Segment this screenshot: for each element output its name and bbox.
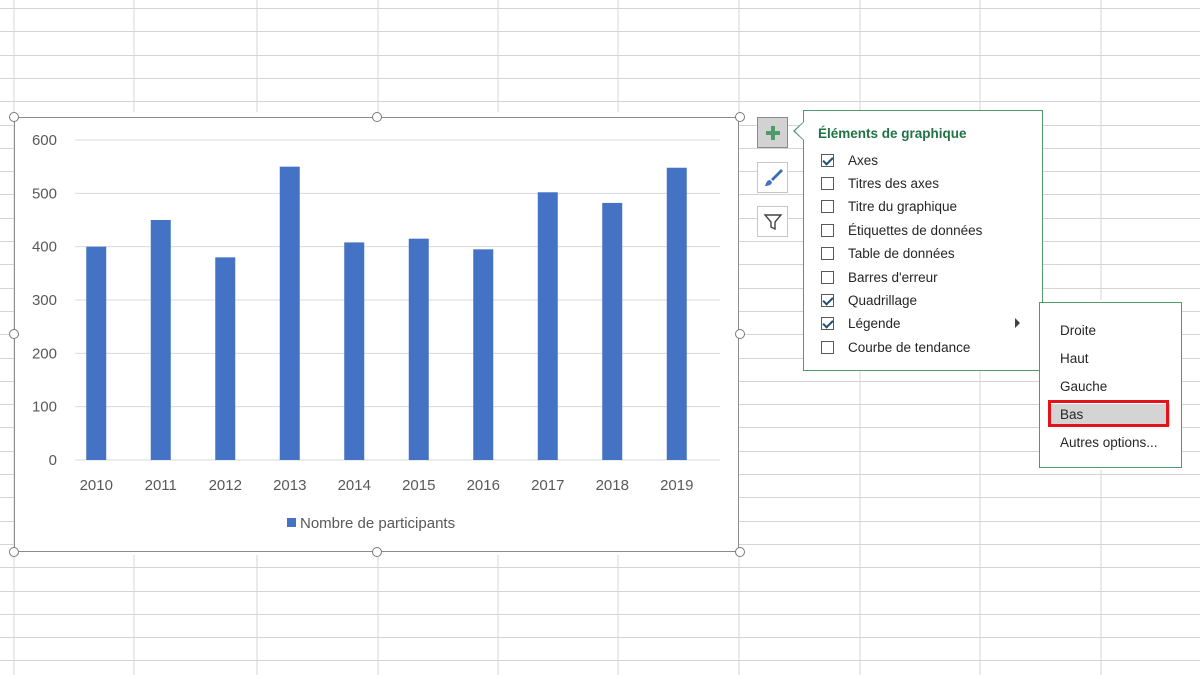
resize-handle-middle-right[interactable] xyxy=(735,329,745,339)
x-tick-label: 2016 xyxy=(467,477,500,494)
chart-element-item[interactable]: Courbe de tendance xyxy=(821,337,970,357)
resize-handle-top-middle[interactable] xyxy=(372,112,382,122)
y-tick-label: 0 xyxy=(49,452,57,469)
y-tick-label: 600 xyxy=(32,132,57,149)
chart-filters-button[interactable] xyxy=(757,206,788,237)
resize-handle-bottom-right[interactable] xyxy=(735,547,745,557)
legend-position-option[interactable]: Autres options... xyxy=(1060,435,1158,450)
x-tick-label: 2011 xyxy=(145,477,177,494)
checkbox[interactable] xyxy=(821,340,834,354)
chart-elements-panel: Éléments de graphique Axes Titres des axe… xyxy=(803,110,1043,371)
x-tick-label: 2010 xyxy=(80,477,113,494)
chart-element-label: Barres d'erreur xyxy=(848,269,938,285)
legend-position-option[interactable]: Haut xyxy=(1060,351,1089,366)
chart-element-label: Légende xyxy=(848,316,901,332)
x-tick-label: 2017 xyxy=(531,477,564,494)
chart-area[interactable]: 0 100 200 300 400 500 600 2010 2011 2012 2013 2014 2… xyxy=(14,117,739,552)
chart-element-label: Titre du graphique xyxy=(848,199,958,215)
legend-label[interactable]: Nombre de participants xyxy=(300,515,455,532)
chart-element-item[interactable]: Titres des axes xyxy=(821,173,939,193)
x-tick-label: 2012 xyxy=(209,477,242,494)
bar[interactable] xyxy=(537,192,558,460)
chart-elements-button[interactable] xyxy=(757,117,788,148)
chart-element-label: Quadrillage xyxy=(848,292,918,308)
checkbox[interactable] xyxy=(821,317,834,331)
bar[interactable] xyxy=(215,257,236,460)
chart-styles-button[interactable] xyxy=(757,162,788,193)
checkbox[interactable] xyxy=(821,153,834,167)
legend-submenu-arrow-icon[interactable] xyxy=(1015,318,1020,328)
chart-element-item[interactable]: Légende xyxy=(821,314,901,334)
y-tick-label: 500 xyxy=(32,185,57,202)
bar[interactable] xyxy=(279,166,300,460)
bar[interactable] xyxy=(150,220,171,460)
x-tick-label: 2013 xyxy=(273,477,306,494)
chart-element-label: Courbe de tendance xyxy=(848,339,971,355)
legend-position-option[interactable]: Bas xyxy=(1050,404,1170,426)
resize-handle-middle-left[interactable] xyxy=(9,329,19,339)
checkbox[interactable] xyxy=(821,270,834,284)
legend-position-submenu: Droite Haut Gauche Bas Autres options... xyxy=(1039,302,1182,468)
chart-element-item[interactable]: Quadrillage xyxy=(821,290,917,310)
chart-element-label: Étiquettes de données xyxy=(848,222,983,238)
y-tick-label: 100 xyxy=(32,399,57,416)
resize-handle-top-left[interactable] xyxy=(9,112,19,122)
legend-position-option[interactable]: Gauche xyxy=(1060,379,1108,394)
panel-title: Éléments de graphique xyxy=(818,126,967,141)
chart-element-item[interactable]: Barres d'erreur xyxy=(821,267,938,287)
panel-pointer-fill xyxy=(795,122,804,140)
bar[interactable] xyxy=(666,167,687,460)
bar[interactable] xyxy=(408,238,429,460)
chart-element-label: Table de données xyxy=(848,246,955,262)
chart-element-item[interactable]: Table de données xyxy=(821,244,955,264)
resize-handle-bottom-middle[interactable] xyxy=(372,547,382,557)
bar[interactable] xyxy=(86,246,107,460)
y-tick-label: 300 xyxy=(32,292,57,309)
x-tick-label: 2019 xyxy=(660,477,693,494)
chart-element-item[interactable]: Titre du graphique xyxy=(821,197,957,217)
checkbox[interactable] xyxy=(821,293,834,307)
x-tick-label: 2014 xyxy=(338,477,371,494)
bar[interactable] xyxy=(344,242,365,460)
brush-icon xyxy=(764,168,783,186)
chart-element-label: Axes xyxy=(848,152,879,168)
checkbox[interactable] xyxy=(821,200,834,214)
checkbox[interactable] xyxy=(821,176,834,190)
chart-element-label: Titres des axes xyxy=(848,175,940,191)
y-tick-label: 200 xyxy=(32,345,57,362)
y-tick-label: 400 xyxy=(32,239,57,256)
bar[interactable] xyxy=(602,202,623,460)
bar[interactable] xyxy=(473,249,494,460)
x-tick-label: 2018 xyxy=(596,477,629,494)
resize-handle-bottom-left[interactable] xyxy=(9,547,19,557)
highlight-annotation xyxy=(1048,400,1169,427)
legend-position-option[interactable]: Droite xyxy=(1060,323,1097,338)
resize-handle-top-right[interactable] xyxy=(735,112,745,122)
checkbox[interactable] xyxy=(821,223,834,237)
chart-element-item[interactable]: Étiquettes de données xyxy=(821,220,982,240)
funnel-icon xyxy=(762,213,783,230)
bar-chart: 0 100 200 300 400 500 600 2010 2011 2012 2013 2014 2… xyxy=(32,132,720,532)
chart-element-item[interactable]: Axes xyxy=(821,150,878,170)
legend-swatch xyxy=(287,518,296,527)
x-tick-label: 2015 xyxy=(402,477,435,494)
checkbox[interactable] xyxy=(821,247,834,261)
plus-icon xyxy=(765,125,780,140)
